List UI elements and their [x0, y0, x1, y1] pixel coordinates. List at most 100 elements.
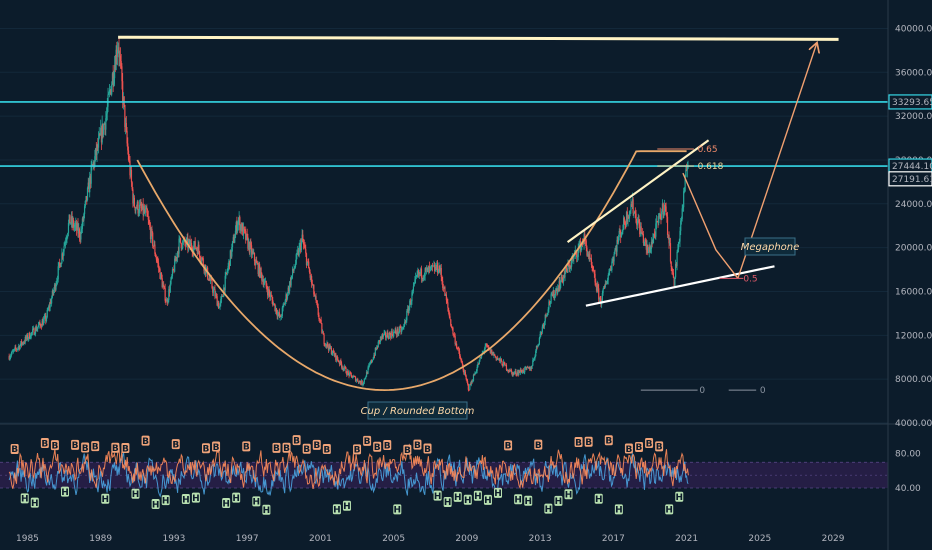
candle-body — [201, 257, 203, 261]
candle-body — [350, 372, 352, 376]
candle-body — [8, 356, 10, 360]
candle-body — [424, 268, 426, 276]
candle-body — [623, 217, 625, 224]
y-tick-label: 40000.00 — [895, 24, 932, 34]
candle-body — [453, 334, 456, 337]
candle-body — [439, 266, 441, 272]
candle-body — [480, 354, 483, 358]
candle-body — [316, 300, 318, 304]
candle-body — [224, 276, 226, 291]
candle-body — [154, 244, 156, 254]
candle-body — [456, 347, 458, 349]
signal-badge-label: H — [102, 495, 110, 505]
candle-body — [436, 262, 438, 270]
candle-body — [295, 254, 297, 264]
drawings[interactable]: 0.65 0.618 0.5 0 0 Cup / Rounded Bottom Megaph… — [0, 35, 888, 420]
candle-body — [116, 49, 118, 57]
candle-body — [584, 239, 587, 241]
candle-body — [70, 222, 72, 224]
candle-body — [617, 239, 619, 243]
candle-body — [168, 289, 170, 300]
candle-body — [176, 257, 178, 258]
candle-body — [467, 384, 469, 390]
candle-body — [591, 264, 593, 267]
signal-badge-box — [443, 496, 452, 507]
resistance-line — [118, 35, 839, 41]
candle-body — [617, 236, 620, 243]
candle-body — [138, 212, 140, 214]
signal-badge: H — [594, 493, 603, 505]
x-tick-label: 2021 — [675, 534, 698, 544]
signal-badge-label: B — [11, 445, 18, 455]
candle-body — [675, 263, 677, 267]
signal-badge: B — [423, 443, 432, 455]
candle-body — [31, 332, 33, 334]
projection-down — [682, 172, 739, 279]
candle-body — [331, 353, 333, 355]
candle-body — [357, 379, 359, 382]
candle-body — [428, 266, 431, 269]
candle-body — [310, 276, 312, 278]
candle-body — [144, 209, 146, 213]
candle-body — [344, 366, 346, 368]
candle-body — [377, 341, 379, 348]
candle-body — [552, 289, 554, 297]
candle-body — [641, 232, 643, 234]
candle-body — [611, 261, 613, 270]
candle-body — [146, 207, 148, 213]
candle-body — [671, 266, 673, 272]
candle-body — [626, 211, 628, 222]
candle-body — [371, 360, 373, 362]
candle-body — [428, 266, 430, 273]
candle-body — [226, 270, 229, 273]
candle-body — [647, 252, 650, 254]
candle-body — [365, 371, 368, 377]
candle-body — [382, 334, 384, 337]
candle-body — [103, 123, 105, 125]
candle-body — [76, 223, 78, 231]
candle-body — [229, 250, 231, 267]
candle-body — [86, 187, 89, 201]
candle-body — [365, 376, 367, 379]
candle-body — [37, 325, 40, 328]
candle-body — [190, 243, 192, 247]
candle-body — [601, 293, 603, 303]
signal-badge-label: H — [464, 496, 472, 506]
candle-body — [395, 333, 398, 335]
candle-body — [118, 47, 120, 58]
candle-body — [266, 286, 268, 291]
candle-body — [473, 374, 475, 376]
signal-badge: H — [473, 490, 482, 502]
candle-body — [631, 199, 634, 207]
candle-body — [343, 366, 346, 369]
signal-badge-box — [645, 437, 654, 448]
candle-body — [405, 320, 407, 323]
candle-body — [594, 273, 596, 283]
candle-body — [66, 237, 68, 240]
candle-body — [442, 287, 445, 289]
signal-badge-box — [665, 504, 674, 515]
candle-body — [680, 220, 682, 231]
candle-body — [503, 361, 505, 363]
signal-badge-box — [342, 500, 351, 511]
candle-body — [141, 203, 144, 210]
candle-body — [569, 266, 571, 270]
signal-badge-label: H — [132, 490, 140, 500]
candle-body — [518, 371, 520, 375]
candle-body — [535, 350, 537, 357]
candle-body — [432, 265, 434, 267]
candle-body — [226, 272, 228, 274]
candle-body — [416, 274, 418, 276]
candle-body — [148, 219, 150, 224]
signal-badge-label: B — [404, 446, 411, 456]
candle-body — [443, 286, 445, 289]
candle-body — [239, 224, 242, 231]
candle-body — [543, 324, 545, 327]
candle-body — [603, 286, 605, 290]
candle-body — [420, 268, 423, 279]
candle-body — [413, 283, 415, 287]
candle-body — [558, 281, 560, 291]
signal-badge: B — [171, 439, 180, 450]
candle-body — [528, 366, 530, 369]
